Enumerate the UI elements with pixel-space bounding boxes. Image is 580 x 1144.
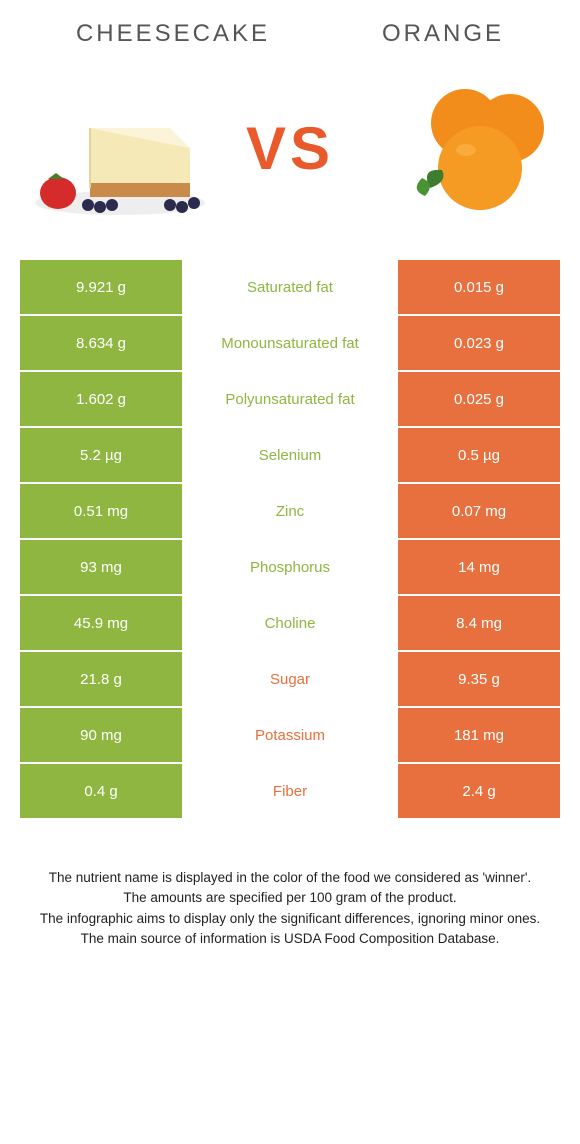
footnote-line: The main source of information is USDA F… bbox=[32, 929, 548, 949]
footnote-line: The infographic aims to display only the… bbox=[32, 909, 548, 929]
table-row: 8.634 gMonounsaturated fat0.023 g bbox=[20, 314, 560, 370]
cell-nutrient-label: Fiber bbox=[182, 764, 398, 818]
comparison-table: 9.921 gSaturated fat0.015 g8.634 gMonoun… bbox=[20, 258, 560, 818]
table-row: 9.921 gSaturated fat0.015 g bbox=[20, 258, 560, 314]
cell-nutrient-label: Selenium bbox=[182, 428, 398, 482]
cell-nutrient-label: Monounsaturated fat bbox=[182, 316, 398, 370]
vs-label: VS bbox=[246, 114, 334, 183]
table-row: 0.4 gFiber2.4 g bbox=[20, 762, 560, 818]
image-row: VS bbox=[20, 78, 560, 218]
table-row: 1.602 gPolyunsaturated fat0.025 g bbox=[20, 370, 560, 426]
cell-right-value: 9.35 g bbox=[398, 652, 560, 706]
cell-left-value: 1.602 g bbox=[20, 372, 182, 426]
cell-right-value: 14 mg bbox=[398, 540, 560, 594]
table-row: 93 mgPhosphorus14 mg bbox=[20, 538, 560, 594]
table-row: 45.9 mgCholine8.4 mg bbox=[20, 594, 560, 650]
cell-left-value: 0.4 g bbox=[20, 764, 182, 818]
cell-left-value: 93 mg bbox=[20, 540, 182, 594]
cell-right-value: 0.023 g bbox=[398, 316, 560, 370]
cell-nutrient-label: Potassium bbox=[182, 708, 398, 762]
cell-left-value: 21.8 g bbox=[20, 652, 182, 706]
cell-right-value: 0.07 mg bbox=[398, 484, 560, 538]
title-left: Cheesecake bbox=[76, 20, 270, 48]
cell-left-value: 8.634 g bbox=[20, 316, 182, 370]
cell-right-value: 2.4 g bbox=[398, 764, 560, 818]
footnote-line: The amounts are specified per 100 gram o… bbox=[32, 888, 548, 908]
table-row: 90 mgPotassium181 mg bbox=[20, 706, 560, 762]
footnote-line: The nutrient name is displayed in the co… bbox=[32, 868, 548, 888]
title-right: Orange bbox=[382, 20, 504, 48]
cell-right-value: 0.025 g bbox=[398, 372, 560, 426]
title-row: Cheesecake Orange bbox=[20, 20, 560, 48]
table-row: 5.2 µgSelenium0.5 µg bbox=[20, 426, 560, 482]
cell-nutrient-label: Phosphorus bbox=[182, 540, 398, 594]
cheesecake-icon bbox=[30, 78, 210, 218]
table-row: 21.8 gSugar9.35 g bbox=[20, 650, 560, 706]
cell-right-value: 8.4 mg bbox=[398, 596, 560, 650]
footnote: The nutrient name is displayed in the co… bbox=[20, 868, 560, 949]
cell-left-value: 9.921 g bbox=[20, 260, 182, 314]
orange-icon bbox=[370, 78, 550, 218]
table-row: 0.51 mgZinc0.07 mg bbox=[20, 482, 560, 538]
cell-nutrient-label: Choline bbox=[182, 596, 398, 650]
cell-nutrient-label: Saturated fat bbox=[182, 260, 398, 314]
cell-nutrient-label: Polyunsaturated fat bbox=[182, 372, 398, 426]
cell-right-value: 0.015 g bbox=[398, 260, 560, 314]
cell-right-value: 181 mg bbox=[398, 708, 560, 762]
cell-right-value: 0.5 µg bbox=[398, 428, 560, 482]
cell-left-value: 5.2 µg bbox=[20, 428, 182, 482]
cell-left-value: 0.51 mg bbox=[20, 484, 182, 538]
cell-nutrient-label: Sugar bbox=[182, 652, 398, 706]
cell-left-value: 90 mg bbox=[20, 708, 182, 762]
cell-nutrient-label: Zinc bbox=[182, 484, 398, 538]
cell-left-value: 45.9 mg bbox=[20, 596, 182, 650]
